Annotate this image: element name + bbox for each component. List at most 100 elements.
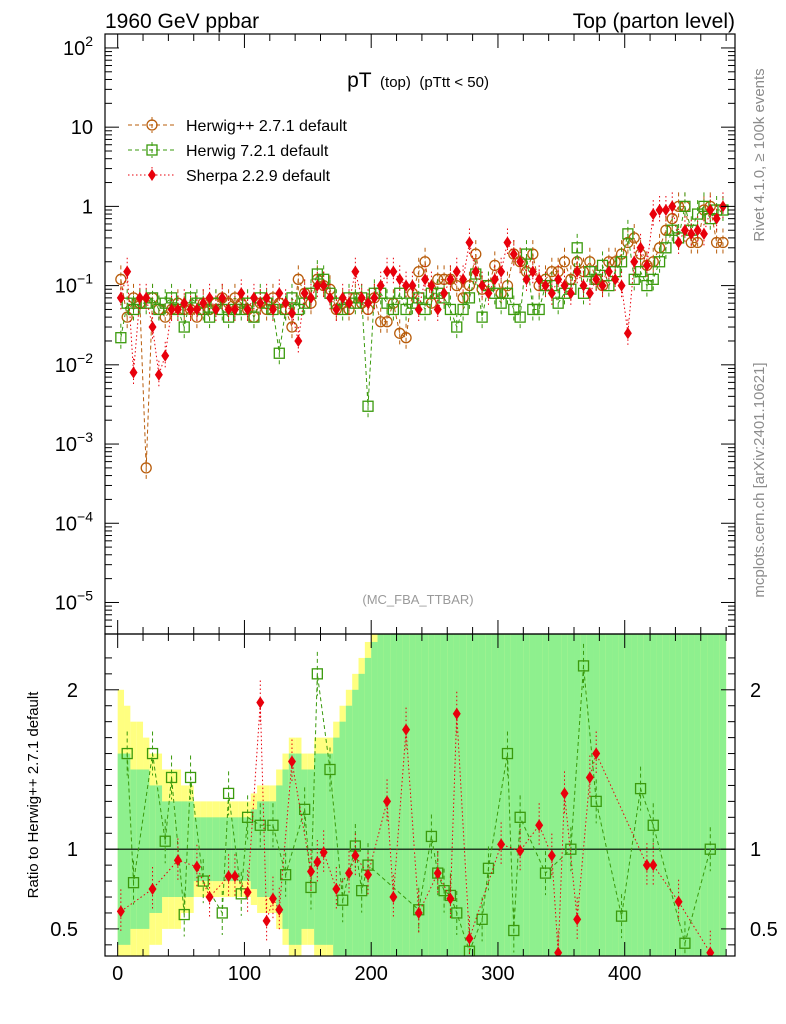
main-data-point [484,287,493,300]
ratio-data-point [463,945,476,956]
legend-marker [148,169,156,181]
ratio-y-tick-label: 2 [67,680,78,702]
main-series-line [120,205,723,468]
main-data-point [248,311,260,323]
main-data-point [465,236,474,249]
main-data-point [660,242,672,254]
ratio-band-bin [605,634,613,956]
main-data-point [535,273,544,286]
main-data-point [186,303,195,316]
ratio-band-bin [459,634,467,956]
main-data-point [579,279,588,292]
ratio-data-point [679,937,691,949]
main-data-point [444,303,457,316]
ratio-data-point [577,660,590,672]
main-data-point [451,279,463,292]
main-data-point [268,303,277,316]
main-data-point [153,303,165,316]
ratio-band-bin [390,634,397,956]
ratio-band-bin [358,673,365,956]
main-data-point [647,273,659,285]
ratio-data-point [121,747,133,760]
main-data-point [218,291,227,304]
ratio-data-point [649,859,658,872]
main-data-point [383,265,392,278]
ratio-data-point [634,782,647,795]
main-data-point [345,297,354,310]
ratio-band-bin [707,634,714,956]
ratio-data-point [425,830,438,843]
ratio-data-point [313,855,322,868]
main-data-point [286,292,298,304]
ratio-data-point [243,886,252,899]
ratio-data-point [197,875,209,887]
main-data-point [615,256,628,268]
main-data-point [230,303,239,316]
main-data-point [687,227,696,240]
main-data-point [516,255,525,268]
main-y-tick-label: 10−2 [55,350,93,377]
ratio-data-point [173,854,182,867]
main-data-point [649,208,658,221]
main-data-point [634,266,647,278]
main-data-point [300,287,309,300]
header-left-label: 1960 GeV ppbar [105,10,259,33]
main-data-point [115,332,127,344]
main-data-point [306,291,315,304]
main-y-tick-label: 10−4 [55,508,93,535]
main-data-point [395,273,404,286]
main-data-point [571,242,583,254]
main-data-point [433,303,442,316]
main-data-point [457,303,469,316]
main-data-point [674,236,683,249]
ratio-data-point [267,819,279,831]
ratio-data-point [287,755,296,768]
main-data-point [680,224,689,237]
ratio-band-bin [491,634,498,956]
main-data-point [501,287,514,299]
ratio-data-point [351,849,360,862]
main-data-point [387,303,400,316]
main-data-point [604,265,613,278]
main-data-point [566,287,575,300]
main-data-point [653,256,666,268]
main-data-point [262,291,271,304]
main-y-tick-label: 1 [82,196,93,218]
ratio-band-bin [599,634,606,956]
ratio-band-bin [580,634,587,956]
main-data-point [636,241,645,254]
ratio-data-point [356,884,368,897]
axes: 10−5 10−4 10−3 10−2 10−1 1 10 102 0 100 200 300 400 0… [50,33,778,985]
ratio-data-point [268,892,277,905]
main-data-point [560,279,569,292]
main-data-point [389,265,398,278]
main-data-point [313,279,322,292]
main-y-tick-label: 10 [71,117,93,139]
ratio-band-bin [371,641,378,956]
ratio-data-point [148,883,157,896]
main-data-point [326,291,334,304]
main-data-point [520,248,533,260]
main-data-point [655,204,664,217]
ratio-band-bin [618,634,625,956]
main-data-point [286,321,298,333]
ratio-band-bin [447,634,454,956]
ratio-data-point [554,946,563,956]
main-data-point [408,279,417,292]
main-data-point [192,303,201,316]
main-data-point [381,297,393,309]
ratio-band-bin [529,634,536,956]
ratio-data-point [306,865,315,878]
main-data-point [699,227,708,240]
main-data-point [224,303,233,316]
main-data-point [116,291,125,304]
legend-label: Herwig 7.2.1 default [186,143,329,160]
rivet-version-label: Rivet 4.1.0, ≥ 100k events [751,68,768,241]
ratio-data-point [116,905,125,918]
main-data-point [622,228,634,240]
main-data-point [121,297,133,309]
main-data-point [173,303,182,316]
ratio-band-bin [396,634,403,956]
main-data-point [256,297,265,310]
main-data-point [495,297,507,309]
